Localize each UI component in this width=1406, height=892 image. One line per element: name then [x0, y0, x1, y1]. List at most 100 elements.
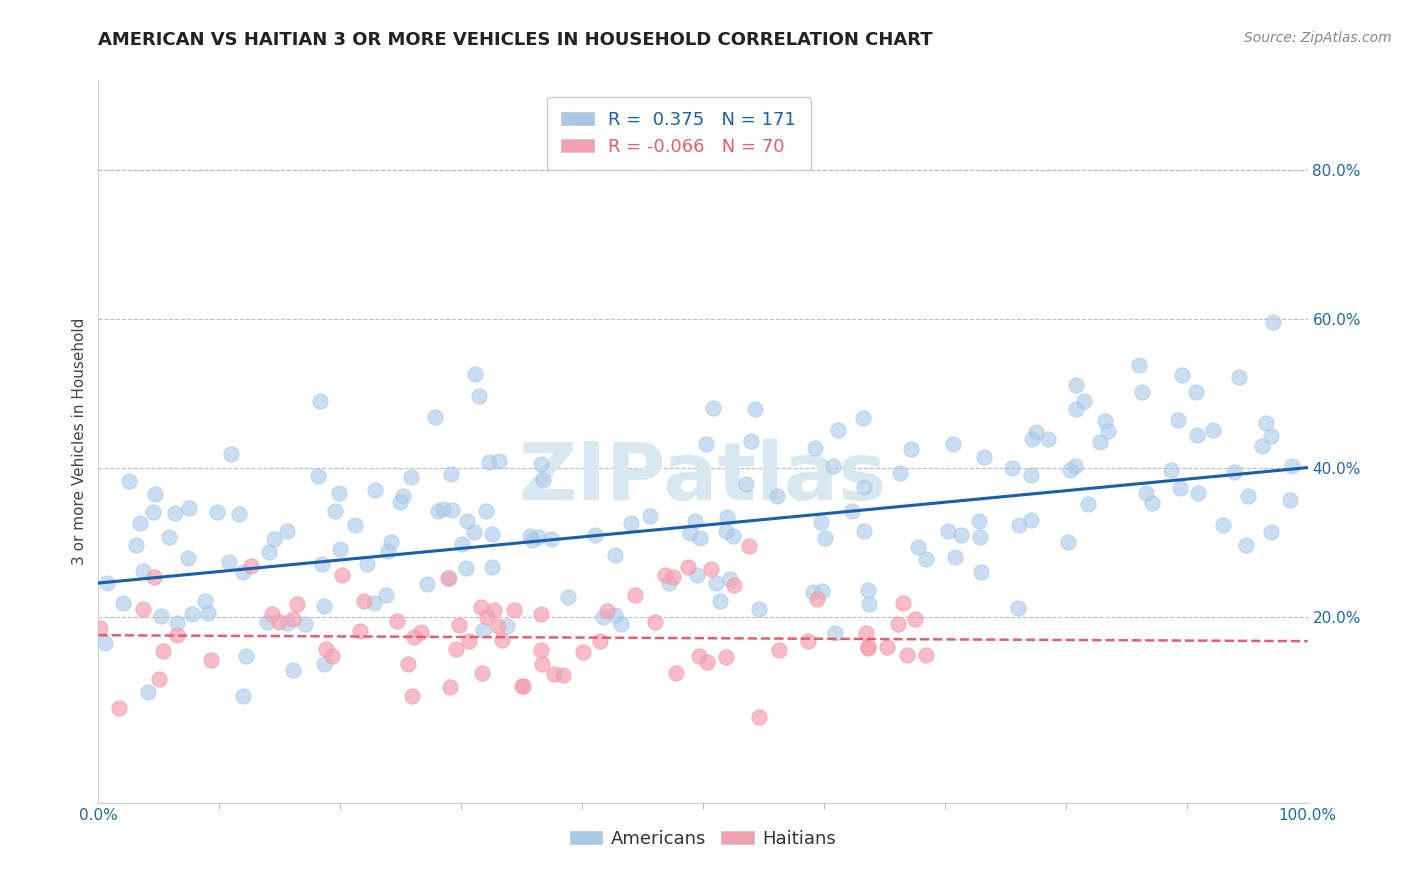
Point [276, 615, 298, 630]
Point [205, 505, 228, 519]
Point [887, 617, 910, 632]
Point [1260, 525, 1282, 540]
Point [695, 437, 717, 451]
Point [1128, 358, 1150, 372]
Point [1064, 377, 1087, 392]
Point [891, 595, 914, 609]
Point [456, 561, 478, 575]
Point [112, 596, 135, 610]
Point [152, 643, 174, 657]
Point [437, 571, 460, 585]
Point [1263, 315, 1285, 329]
Point [1281, 458, 1303, 473]
Point [96, 576, 118, 591]
Point [166, 616, 188, 631]
Point [654, 568, 676, 582]
Point [852, 411, 875, 425]
Point [689, 532, 711, 546]
Point [440, 503, 463, 517]
Point [1187, 486, 1209, 500]
Point [321, 648, 343, 663]
Point [491, 633, 513, 648]
Point [1160, 463, 1182, 477]
Point [484, 603, 506, 617]
Point [1223, 465, 1246, 479]
Point [1019, 467, 1042, 482]
Point [748, 709, 770, 723]
Point [1059, 463, 1081, 477]
Point [495, 619, 517, 633]
Point [853, 524, 876, 538]
Point [596, 604, 619, 618]
Point [1063, 458, 1085, 473]
Point [330, 567, 353, 582]
Point [876, 640, 898, 654]
Point [969, 530, 991, 544]
Point [132, 602, 155, 616]
Point [315, 641, 337, 656]
Point [471, 665, 494, 680]
Point [700, 561, 723, 575]
Point [232, 689, 254, 703]
Point [475, 504, 498, 518]
Point [658, 575, 681, 590]
Point [364, 483, 387, 498]
Point [396, 657, 419, 672]
Point [583, 527, 606, 541]
Point [143, 569, 166, 583]
Point [624, 588, 647, 602]
Point [149, 609, 172, 624]
Point [235, 648, 257, 663]
Point [432, 502, 454, 516]
Point [855, 625, 877, 640]
Point [1057, 534, 1080, 549]
Point [142, 505, 165, 519]
Point [914, 552, 936, 566]
Point [283, 612, 305, 626]
Point [157, 530, 180, 544]
Point [889, 466, 911, 480]
Point [401, 689, 423, 703]
Point [527, 530, 550, 544]
Point [449, 617, 471, 632]
Y-axis label: 3 or more Vehicles in Household: 3 or more Vehicles in Household [72, 318, 87, 566]
Point [136, 684, 159, 698]
Point [353, 594, 375, 608]
Point [1073, 394, 1095, 409]
Point [748, 602, 770, 616]
Point [165, 506, 187, 520]
Point [478, 455, 501, 469]
Point [307, 468, 329, 483]
Point [470, 599, 492, 614]
Point [311, 557, 333, 571]
Point [377, 544, 399, 558]
Point [896, 648, 918, 663]
Point [464, 367, 486, 381]
Point [721, 528, 744, 542]
Point [806, 592, 828, 607]
Point [620, 516, 643, 530]
Point [329, 541, 352, 556]
Text: Source: ZipAtlas.com: Source: ZipAtlas.com [1244, 31, 1392, 45]
Point [530, 457, 553, 471]
Point [942, 437, 965, 451]
Point [427, 504, 450, 518]
Point [900, 442, 922, 457]
Point [716, 510, 738, 524]
Point [551, 668, 574, 682]
Point [240, 558, 263, 573]
Point [557, 590, 579, 604]
Point [1094, 414, 1116, 428]
Point [686, 567, 709, 582]
Point [1019, 513, 1042, 527]
Point [704, 576, 727, 591]
Point [796, 634, 818, 648]
Point [841, 503, 863, 517]
Point [609, 617, 631, 632]
Point [287, 597, 309, 611]
Point [766, 489, 789, 503]
Point [177, 500, 200, 515]
Point [665, 665, 688, 680]
Point [1064, 402, 1087, 417]
Point [519, 529, 541, 543]
